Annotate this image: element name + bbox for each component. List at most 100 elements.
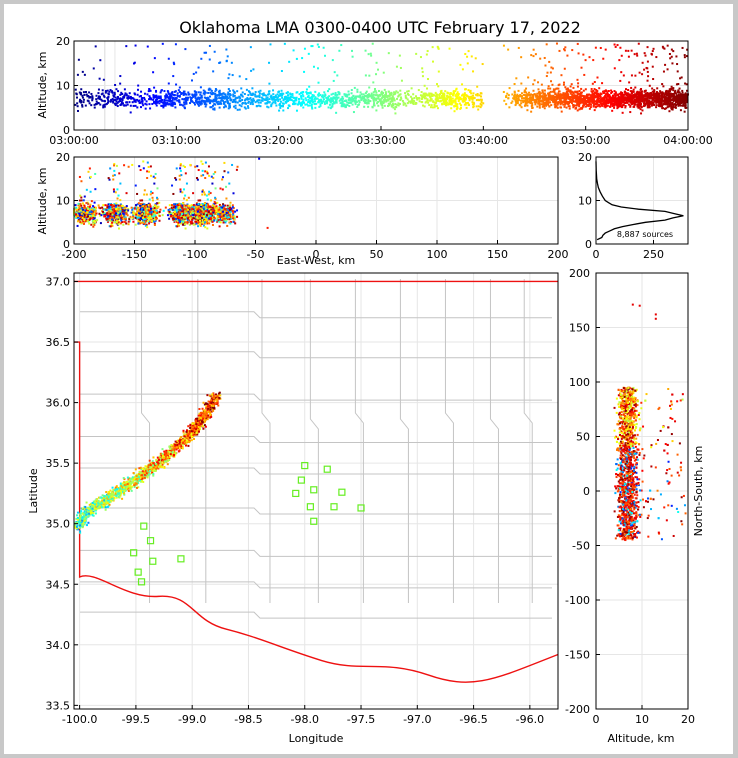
time-source-point	[554, 95, 557, 98]
time-source-point	[342, 105, 345, 108]
time-source-point	[199, 103, 202, 106]
time-source-point	[460, 104, 463, 107]
ew-source-point	[113, 221, 116, 224]
time-source-point	[630, 86, 633, 89]
time-source-point	[609, 97, 612, 100]
time-source-point	[415, 52, 418, 55]
time-source-point	[457, 100, 460, 103]
time-source-point	[633, 100, 636, 103]
time-source-point	[204, 101, 207, 104]
time-source-point	[249, 92, 252, 95]
time-source-point	[591, 99, 594, 102]
time-source-point	[182, 93, 185, 96]
ew-source-point	[134, 216, 137, 219]
time-source-point	[256, 99, 259, 102]
time-source-point	[292, 101, 295, 104]
ew-source-point	[119, 215, 122, 218]
time-source-point	[277, 99, 280, 102]
time-source-point	[502, 90, 505, 93]
time-source-point	[218, 102, 221, 105]
time-source-point	[312, 65, 315, 68]
time-source-point	[663, 107, 666, 110]
time-source-point	[113, 91, 116, 94]
time-source-point	[476, 93, 479, 96]
time-source-point	[204, 91, 207, 94]
ew-source-point	[101, 206, 104, 209]
time-source-point	[646, 97, 649, 100]
time-source-point	[624, 106, 627, 109]
ew-source-point	[148, 213, 151, 216]
time-source-point	[117, 90, 120, 93]
time-source-point	[392, 97, 395, 100]
time-source-point	[140, 98, 143, 101]
time-source-point	[209, 88, 212, 91]
time-source-point	[628, 93, 631, 96]
time-source-point	[536, 92, 539, 95]
time-source-point	[616, 97, 619, 100]
ew-source-point	[111, 203, 114, 206]
ew-source-point	[155, 209, 158, 212]
time-source-point	[631, 94, 634, 97]
time-source-point	[635, 52, 638, 55]
time-source-point	[370, 94, 373, 97]
time-source-point	[566, 96, 569, 99]
ew-source-point	[83, 204, 86, 207]
time-source-point	[539, 97, 542, 100]
ew-source-point	[75, 215, 78, 218]
time-source-point	[218, 106, 221, 109]
ew-source-point	[92, 225, 95, 228]
time-source-point	[541, 97, 544, 100]
time-source-point	[247, 94, 250, 97]
time-source-point	[542, 100, 545, 103]
ew-source-point	[78, 214, 81, 217]
time-source-point	[674, 103, 677, 106]
time-source-point	[668, 96, 671, 99]
time-source-point	[207, 97, 210, 100]
time-source-point	[669, 102, 672, 105]
time-source-point	[651, 99, 654, 102]
ew-source-point	[128, 220, 131, 223]
time-source-point	[625, 97, 628, 100]
time-source-point	[236, 108, 239, 111]
time-source-point	[633, 53, 636, 56]
ew-source-point	[113, 162, 116, 165]
time-source-point	[233, 91, 236, 94]
time-source-point	[346, 94, 349, 97]
time-source-point	[668, 52, 671, 55]
time-source-point	[197, 103, 200, 106]
time-source-point	[98, 95, 101, 98]
time-source-point	[197, 104, 200, 107]
time-source-point	[364, 74, 367, 77]
time-source-point	[203, 93, 206, 96]
ew-source-point	[153, 215, 156, 218]
ew-source-point	[80, 180, 83, 183]
time-source-point	[542, 92, 545, 95]
time-source-point	[675, 55, 678, 58]
time-source-point	[576, 78, 579, 81]
time-source-point	[337, 96, 340, 99]
time-source-point	[426, 87, 429, 90]
time-source-point	[378, 98, 381, 101]
time-source-point	[394, 105, 397, 108]
time-source-point	[578, 103, 581, 106]
time-source-point	[106, 101, 109, 104]
ew-source-point	[158, 201, 161, 204]
time-source-point	[406, 93, 409, 96]
time-source-point	[621, 111, 624, 114]
time-source-point	[311, 94, 314, 97]
time-source-point	[436, 96, 439, 99]
time-source-point	[212, 70, 215, 73]
time-source-point	[620, 91, 623, 94]
time-source-point	[683, 54, 686, 57]
time-source-point	[369, 52, 372, 55]
time-source-point	[274, 94, 277, 97]
time-source-point	[152, 98, 155, 101]
time-source-point	[377, 104, 380, 107]
time-source-point	[205, 51, 208, 54]
time-source-point	[520, 82, 523, 85]
ew-source-point	[156, 217, 159, 220]
time-source-point	[541, 99, 544, 102]
time-source-point	[238, 75, 241, 78]
time-source-point	[169, 95, 172, 98]
time-source-point	[615, 97, 618, 100]
